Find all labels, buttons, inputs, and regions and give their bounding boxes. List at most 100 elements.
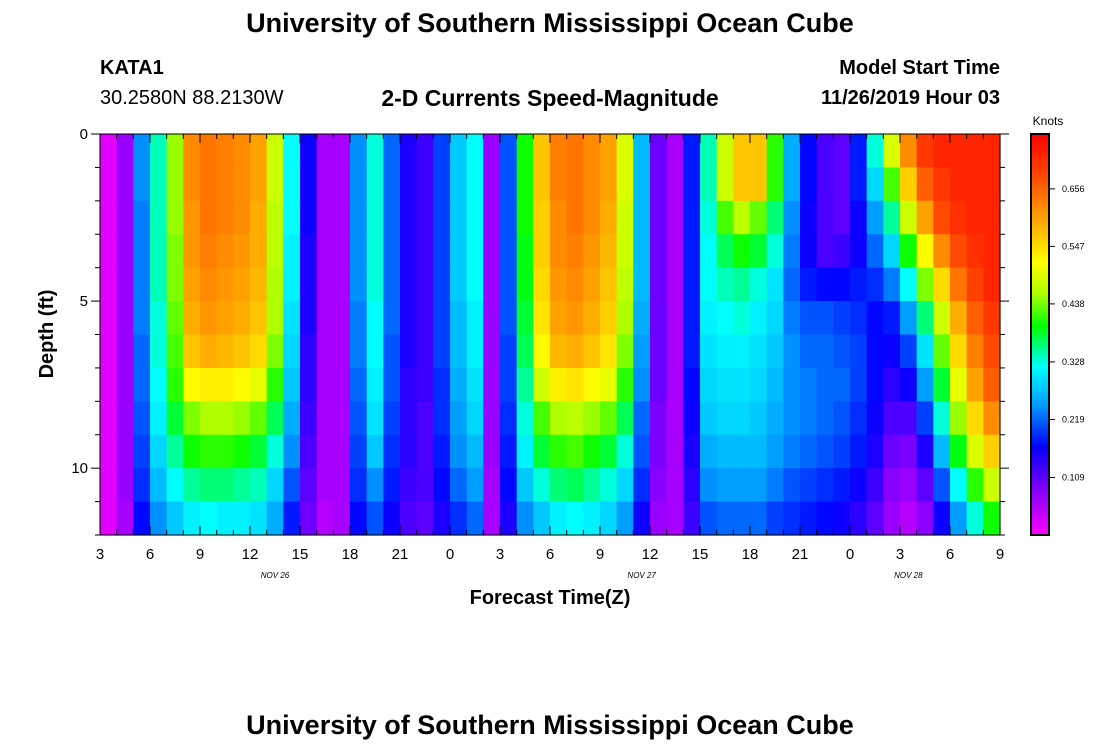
heatmap-cell xyxy=(400,134,418,169)
heatmap-cell xyxy=(483,367,501,402)
heatmap-cell xyxy=(300,367,318,402)
heatmap-cell xyxy=(850,367,868,402)
heatmap-cell xyxy=(883,468,901,503)
heatmap-cell xyxy=(716,401,734,436)
heatmap-cell xyxy=(750,234,768,269)
heatmap-cell xyxy=(616,401,634,436)
heatmap-cell xyxy=(916,301,934,336)
heatmap-cell xyxy=(650,401,668,436)
heatmap-cell xyxy=(750,167,768,202)
heatmap-cell xyxy=(133,267,151,302)
heatmap-cell xyxy=(616,334,634,369)
heatmap-cell xyxy=(133,134,151,169)
heatmap-cell xyxy=(533,200,551,235)
heatmap-cell xyxy=(283,334,301,369)
heatmap-cell xyxy=(150,301,168,336)
heatmap-cell xyxy=(416,367,434,402)
heatmap-cell xyxy=(716,301,734,336)
x-tick-label: 18 xyxy=(342,546,359,563)
heatmap-cell xyxy=(666,434,684,469)
heatmap-cell xyxy=(266,234,284,269)
heatmap-cell xyxy=(200,134,218,169)
heatmap-cell xyxy=(966,434,984,469)
heatmap-cell xyxy=(250,267,268,302)
heatmap-cell xyxy=(216,267,234,302)
heatmap-cell xyxy=(716,167,734,202)
heatmap-cell xyxy=(900,167,918,202)
heatmap-cell xyxy=(750,267,768,302)
heatmap-cell xyxy=(300,267,318,302)
heatmap-cell xyxy=(733,367,751,402)
heatmap-cell xyxy=(766,434,784,469)
heatmap-cell xyxy=(566,167,584,202)
heatmap-cell xyxy=(450,200,468,235)
heatmap-cell xyxy=(816,234,834,269)
heatmap-cell xyxy=(850,200,868,235)
heatmap-cell xyxy=(383,434,401,469)
heatmap-cell xyxy=(766,167,784,202)
heatmap-cell xyxy=(883,134,901,169)
station-id: KATA1 xyxy=(100,57,164,79)
heatmap-cell xyxy=(950,501,968,536)
heatmap-cell xyxy=(100,334,118,369)
heatmap-cell xyxy=(500,334,518,369)
heatmap-cell xyxy=(233,401,251,436)
heatmap-cell xyxy=(400,434,418,469)
heatmap-cell xyxy=(516,401,534,436)
heatmap-cell xyxy=(900,468,918,503)
heatmap-cell xyxy=(566,234,584,269)
heatmap-cell xyxy=(350,334,368,369)
heatmap-cell xyxy=(266,334,284,369)
heatmap-cell xyxy=(533,468,551,503)
heatmap-cell xyxy=(366,134,384,169)
heatmap-cell xyxy=(683,367,701,402)
heatmap-cell xyxy=(616,234,634,269)
heatmap-cell xyxy=(933,234,951,269)
heatmap-cell xyxy=(266,468,284,503)
heatmap-cell xyxy=(966,200,984,235)
heatmap-cell xyxy=(866,434,884,469)
heatmap-cell xyxy=(433,301,451,336)
heatmap-cell xyxy=(116,434,134,469)
heatmap-cell xyxy=(683,200,701,235)
heatmap-cell xyxy=(100,134,118,169)
x-tick-label: 3 xyxy=(896,546,904,563)
heatmap-cell xyxy=(850,334,868,369)
x-tick-label: 0 xyxy=(846,546,854,563)
heatmap-cell xyxy=(150,267,168,302)
heatmap-cell xyxy=(533,167,551,202)
heatmap-cell xyxy=(316,367,334,402)
heatmap-cell xyxy=(316,334,334,369)
heatmap-cell xyxy=(166,301,184,336)
heatmap-cell xyxy=(216,167,234,202)
heatmap-cell xyxy=(416,267,434,302)
heatmap-cell xyxy=(183,367,201,402)
heatmap-cell xyxy=(816,434,834,469)
heatmap-cell xyxy=(150,234,168,269)
y-tick-label: 10 xyxy=(71,460,88,477)
heatmap-cell xyxy=(766,267,784,302)
heatmap-cell xyxy=(216,134,234,169)
heatmap-cell xyxy=(433,234,451,269)
heatmap-cell xyxy=(833,167,851,202)
heatmap-cell xyxy=(283,501,301,536)
heatmap-cell xyxy=(383,401,401,436)
heatmap-cell xyxy=(933,167,951,202)
heatmap-cell xyxy=(800,200,818,235)
heatmap-cell xyxy=(866,234,884,269)
heatmap-cell xyxy=(933,468,951,503)
heatmap-cell xyxy=(116,134,134,169)
heatmap-cell xyxy=(383,167,401,202)
heatmap-cell xyxy=(350,434,368,469)
heatmap-cell xyxy=(600,401,618,436)
heatmap-cell xyxy=(800,334,818,369)
heatmap-cell xyxy=(416,468,434,503)
heatmap-cell xyxy=(883,200,901,235)
heatmap-cell xyxy=(133,367,151,402)
heatmap-cell xyxy=(550,468,568,503)
heatmap-cell xyxy=(333,334,351,369)
heatmap-cell xyxy=(150,134,168,169)
heatmap-cell xyxy=(833,367,851,402)
heatmap-cell xyxy=(900,234,918,269)
heatmap-cell xyxy=(950,200,968,235)
